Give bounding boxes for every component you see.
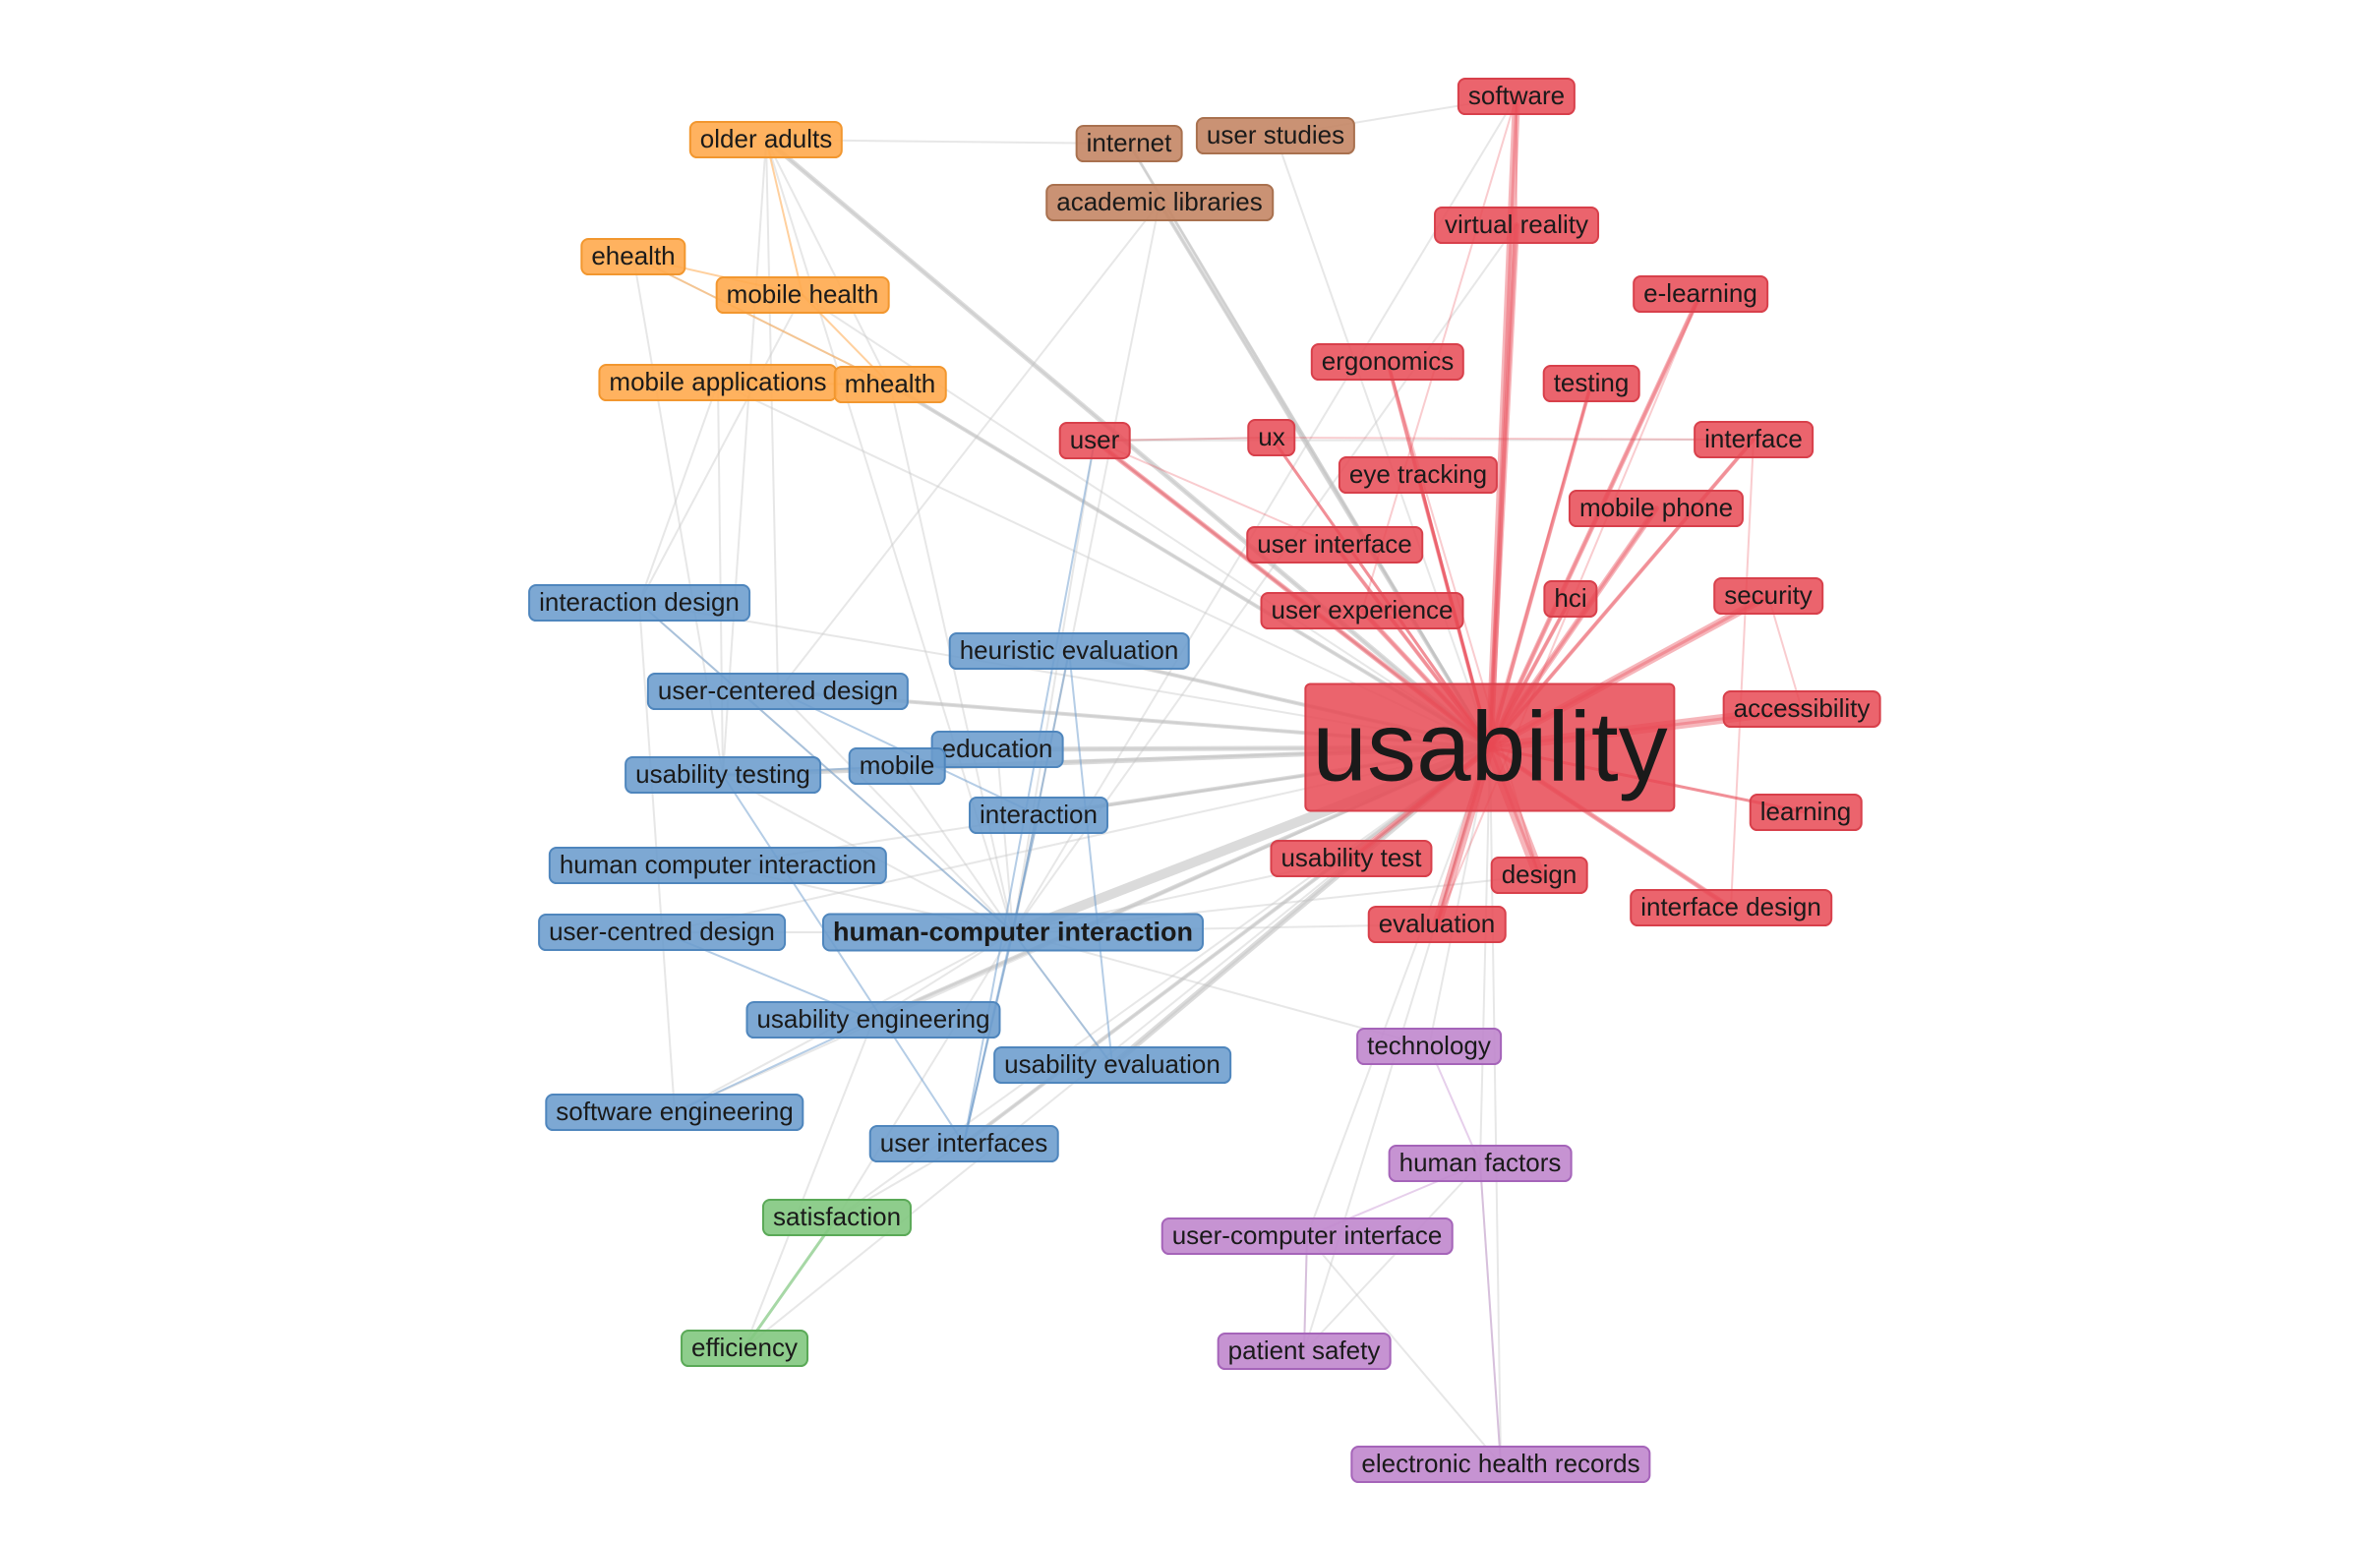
node-hci-full[interactable]: human-computer interaction (821, 913, 1205, 952)
edge-usability-virtual_reality (1488, 223, 1518, 749)
node-ux[interactable]: ux (1247, 419, 1296, 456)
node-ergonomics[interactable]: ergonomics (1310, 343, 1465, 381)
edge-mobile_applications-interaction_design (638, 382, 719, 604)
node-electronic-health-records[interactable]: electronic health records (1350, 1446, 1651, 1483)
edge-usability_testing-user_interfaces (722, 774, 965, 1145)
node-software[interactable]: software (1457, 78, 1577, 115)
node-patient-safety[interactable]: patient safety (1217, 1333, 1392, 1370)
node-interaction-design[interactable]: interaction design (528, 584, 750, 622)
node-security[interactable]: security (1713, 577, 1823, 615)
node-mobile[interactable]: mobile (848, 747, 946, 785)
node-testing[interactable]: testing (1542, 365, 1640, 402)
edge-older_adults-mobile_health (765, 139, 803, 296)
node-user-centred-design[interactable]: user-centred design (538, 914, 786, 951)
node-education[interactable]: education (930, 731, 1064, 768)
node-technology[interactable]: technology (1356, 1028, 1502, 1065)
node-usability[interactable]: usability (1304, 682, 1676, 812)
node-internet[interactable]: internet (1075, 125, 1183, 162)
edge-satisfaction-efficiency (743, 1216, 839, 1350)
edge-security-accessibility (1767, 595, 1803, 710)
node-e-learning[interactable]: e-learning (1633, 275, 1768, 313)
edge-education-hci_full (996, 748, 1014, 933)
node-user-computer-interface[interactable]: user-computer interface (1160, 1217, 1454, 1255)
node-mobile-applications[interactable]: mobile applications (598, 364, 838, 401)
edge-hci_full-usability_evaluation (1012, 931, 1113, 1066)
edge-patient_safety-user_computer_interface (1303, 1235, 1308, 1352)
edge-user_computer_interface-usability (1306, 746, 1491, 1237)
node-older-adults[interactable]: older adults (688, 121, 844, 158)
node-mobile-phone[interactable]: mobile phone (1568, 490, 1745, 527)
edge-user-interface (1094, 439, 1755, 442)
edge-mobile-hci_full (896, 765, 1014, 933)
edge-usability-software (1486, 92, 1520, 751)
node-user-centered-design[interactable]: user-centered design (646, 673, 910, 710)
edge-academic_libraries-user_centered_design (777, 202, 1160, 692)
node-interface[interactable]: interface (1694, 421, 1814, 458)
node-interface-design[interactable]: interface design (1630, 889, 1832, 926)
edge-mobile_applications-usability_testing (717, 382, 724, 776)
node-usability-test[interactable]: usability test (1270, 840, 1433, 877)
edge-testing-evaluation (1436, 383, 1592, 925)
edge-efficiency-usability_engineering (744, 1019, 874, 1349)
edge-heuristic_evaluation-usability_evaluation (1068, 650, 1113, 1066)
edge-hci_full-interaction_design (638, 602, 1014, 933)
node-design[interactable]: design (1490, 857, 1588, 894)
node-user-interface[interactable]: user interface (1246, 526, 1423, 564)
edge-satisfaction-hci_full (836, 931, 1014, 1218)
edge-user_studies-usability (1275, 135, 1491, 748)
node-user-experience[interactable]: user experience (1260, 592, 1464, 629)
node-usability-evaluation[interactable]: usability evaluation (993, 1046, 1231, 1084)
node-learning[interactable]: learning (1749, 794, 1863, 831)
node-human-computer-interaction-sp[interactable]: human computer interaction (548, 847, 888, 884)
edge-user_interfaces-interaction (963, 814, 1040, 1145)
edge-internet-usability (1127, 142, 1492, 749)
node-user[interactable]: user (1058, 422, 1131, 459)
edge-user_computer_interface-patient_safety (1303, 1235, 1308, 1352)
edge-interface-interface_design (1730, 439, 1755, 909)
node-interaction[interactable]: interaction (969, 797, 1108, 834)
node-software-engineering[interactable]: software engineering (545, 1094, 804, 1131)
edge-usability_testing-older_adults (722, 139, 767, 776)
node-human-factors[interactable]: human factors (1388, 1145, 1573, 1182)
node-user-interfaces[interactable]: user interfaces (868, 1125, 1059, 1162)
node-ehealth[interactable]: ehealth (580, 238, 686, 275)
edge-older_adults-user_centered_design (765, 139, 779, 692)
edge-interaction_design-mobile_health (638, 294, 803, 604)
node-mobile-health[interactable]: mobile health (715, 276, 890, 314)
edge-usability-software (1488, 94, 1518, 749)
edge-human_factors-usability (1479, 746, 1491, 1164)
edge-user-hci_full (1012, 440, 1096, 933)
node-academic-libraries[interactable]: academic libraries (1045, 184, 1274, 221)
edge-electronic_health_records-human_factors (1479, 1162, 1502, 1465)
edge-electronic_health_records-user_computer_interface (1306, 1235, 1502, 1465)
edge-ux-interface (1271, 437, 1755, 441)
node-usability-testing[interactable]: usability testing (625, 756, 821, 794)
node-eye-tracking[interactable]: eye tracking (1338, 456, 1499, 494)
edge-user_centered_design-hci_full (777, 690, 1014, 933)
edge-electronic_health_records-usability (1489, 746, 1502, 1465)
edge-usability-virtual_reality (1487, 222, 1519, 750)
node-accessibility[interactable]: accessibility (1722, 690, 1881, 728)
node-virtual-reality[interactable]: virtual reality (1434, 207, 1599, 244)
edge-mhealth-older_adults (765, 139, 891, 386)
node-user-studies[interactable]: user studies (1195, 117, 1356, 154)
node-efficiency[interactable]: efficiency (681, 1330, 808, 1367)
node-heuristic-evaluation[interactable]: heuristic evaluation (948, 632, 1190, 670)
edge-technology-human_factors (1428, 1045, 1481, 1164)
node-usability-engineering[interactable]: usability engineering (745, 1001, 1001, 1039)
edge-patient_safety-human_factors (1303, 1162, 1481, 1352)
node-satisfaction[interactable]: satisfaction (761, 1199, 913, 1236)
node-evaluation[interactable]: evaluation (1367, 906, 1507, 943)
edge-software-hci_full (1012, 95, 1517, 933)
edge-human_factors-electronic_health_records (1479, 1162, 1502, 1465)
node-mhealth[interactable]: mhealth (833, 366, 947, 403)
node-hci[interactable]: hci (1543, 580, 1598, 618)
edge-ehealth-mhealth (632, 256, 891, 386)
